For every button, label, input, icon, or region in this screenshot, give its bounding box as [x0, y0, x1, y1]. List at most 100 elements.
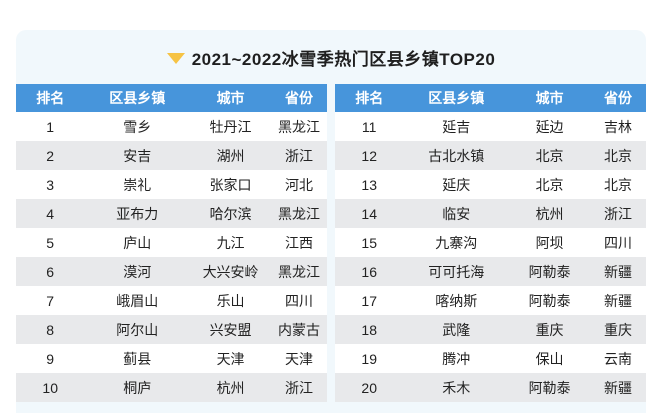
column-header: 区县乡镇	[403, 84, 510, 112]
table-row: 14 临安 杭州 浙江	[335, 199, 646, 228]
table-row: 9 蓟县 天津 天津	[16, 344, 327, 373]
table-row: 19 腾冲 保山 云南	[335, 344, 646, 373]
table-cell: 湖州	[216, 147, 245, 164]
tables-container: 排名 区县乡镇 城市 省份 1 雪乡 牡丹江 黑龙江 2 安吉 湖州 浙江 3 崇礼 张家口 河北 4 亚布力 哈尔…	[16, 84, 646, 402]
table-cell: 重庆	[535, 321, 564, 338]
table-cell: 新疆	[604, 292, 632, 309]
table-cell: 14	[361, 205, 377, 222]
column-header: 排名	[16, 84, 85, 112]
table-cell: 杭州	[216, 379, 245, 396]
column-header: 省份	[271, 84, 327, 112]
table-cell: 新疆	[604, 263, 632, 280]
table-header-row: 排名 区县乡镇 城市 省份	[16, 84, 327, 112]
table-row: 7 峨眉山 乐山 四川	[16, 286, 327, 315]
table-cell: 古北水镇	[428, 147, 485, 164]
table-cell: 四川	[604, 234, 632, 251]
table-cell: 四川	[285, 292, 313, 309]
table-row: 11 延吉 延边 吉林	[335, 112, 646, 141]
ranking-table-right: 排名 区县乡镇 城市 省份 11 延吉 延边 吉林 12 古北水镇 北京 北京 13 延庆 北京 北京 14 临安…	[335, 84, 646, 402]
column-header: 城市	[190, 84, 271, 112]
table-row: 12 古北水镇 北京 北京	[335, 141, 646, 170]
table-cell: 兴安盟	[209, 321, 252, 338]
table-cell: 15	[361, 234, 377, 251]
table-cell: 峨眉山	[116, 292, 159, 309]
table-cell: 1	[46, 118, 55, 135]
table-cell: 临安	[442, 205, 471, 222]
table-cell: 12	[361, 147, 377, 164]
table-cell: 雪乡	[123, 118, 152, 135]
table-row: 20 禾木 阿勒泰 新疆	[335, 373, 646, 402]
table-row: 10 桐庐 杭州 浙江	[16, 373, 327, 402]
table-cell: 17	[361, 292, 377, 309]
table-row: 1 雪乡 牡丹江 黑龙江	[16, 112, 327, 141]
table-cell: 腾冲	[442, 350, 471, 367]
table-row: 17 喀纳斯 阿勒泰 新疆	[335, 286, 646, 315]
table-cell: 武隆	[442, 321, 471, 338]
table-cell: 浙江	[285, 147, 313, 164]
table-cell: 庐山	[123, 234, 152, 251]
table-cell: 张家口	[209, 176, 252, 193]
table-cell: 蓟县	[123, 350, 152, 367]
table-cell: 黑龙江	[278, 205, 320, 222]
table-cell: 漠河	[123, 263, 152, 280]
table-cell: 天津	[285, 350, 313, 367]
table-cell: 天津	[216, 350, 245, 367]
table-row: 18 武隆 重庆 重庆	[335, 315, 646, 344]
table-cell: 4	[46, 205, 55, 222]
table-cell: 北京	[535, 147, 564, 164]
table-cell: 阿坝	[535, 234, 564, 251]
table-cell: 乐山	[216, 292, 245, 309]
table-cell: 北京	[604, 176, 632, 193]
table-cell: 黑龙江	[278, 263, 320, 280]
table-row: 16 可可托海 阿勒泰 新疆	[335, 257, 646, 286]
table-cell: 8	[46, 321, 55, 338]
table-cell: 7	[46, 292, 55, 309]
table-cell: 重庆	[604, 321, 632, 338]
table-cell: 阿勒泰	[528, 379, 571, 396]
table-row: 6 漠河 大兴安岭 黑龙江	[16, 257, 327, 286]
table-cell: 浙江	[285, 379, 313, 396]
table-cell: 内蒙古	[278, 321, 320, 338]
column-header: 排名	[335, 84, 404, 112]
table-cell: 九寨沟	[435, 234, 478, 251]
table-cell: 9	[46, 350, 55, 367]
table-cell: 阿尔山	[116, 321, 159, 338]
table-cell: 16	[361, 263, 377, 280]
table-cell: 桐庐	[123, 379, 152, 396]
table-cell: 5	[46, 234, 55, 251]
table-cell: 新疆	[604, 379, 632, 396]
table-cell: 延吉	[442, 118, 471, 135]
table-cell: 阿勒泰	[528, 292, 571, 309]
table-cell: 2	[46, 147, 55, 164]
table-cell: 19	[361, 350, 377, 367]
table-row: 15 九寨沟 阿坝 四川	[335, 228, 646, 257]
table-cell: 吉林	[604, 118, 632, 135]
table-cell: 18	[361, 321, 377, 338]
table-cell: 6	[46, 263, 55, 280]
triangle-down-icon	[166, 52, 185, 64]
table-cell: 云南	[604, 350, 632, 367]
table-cell: 河北	[285, 176, 313, 193]
table-row: 8 阿尔山 兴安盟 内蒙古	[16, 315, 327, 344]
table-cell: 10	[42, 379, 58, 396]
table-header-row: 排名 区县乡镇 城市 省份	[335, 84, 646, 112]
table-cell: 江西	[285, 234, 313, 251]
table-row: 13 延庆 北京 北京	[335, 170, 646, 199]
table-cell: 延庆	[442, 176, 471, 193]
table-cell: 延边	[535, 118, 564, 135]
table-cell: 喀纳斯	[435, 292, 478, 309]
table-cell: 牡丹江	[209, 118, 252, 135]
table-cell: 3	[46, 176, 55, 193]
table-cell: 11	[361, 118, 377, 135]
table-cell: 大兴安岭	[202, 263, 259, 280]
table-row: 4 亚布力 哈尔滨 黑龙江	[16, 199, 327, 228]
ranking-panel: 2021~2022冰雪季热门区县乡镇TOP20 排名 区县乡镇 城市 省份 1 雪乡 牡丹江…	[16, 30, 646, 413]
table-cell: 20	[361, 379, 377, 396]
table-cell: 北京	[604, 147, 632, 164]
column-header: 城市	[509, 84, 590, 112]
table-cell: 哈尔滨	[209, 205, 252, 222]
table-cell: 禾木	[442, 379, 471, 396]
table-cell: 北京	[535, 176, 564, 193]
table-cell: 保山	[535, 350, 564, 367]
